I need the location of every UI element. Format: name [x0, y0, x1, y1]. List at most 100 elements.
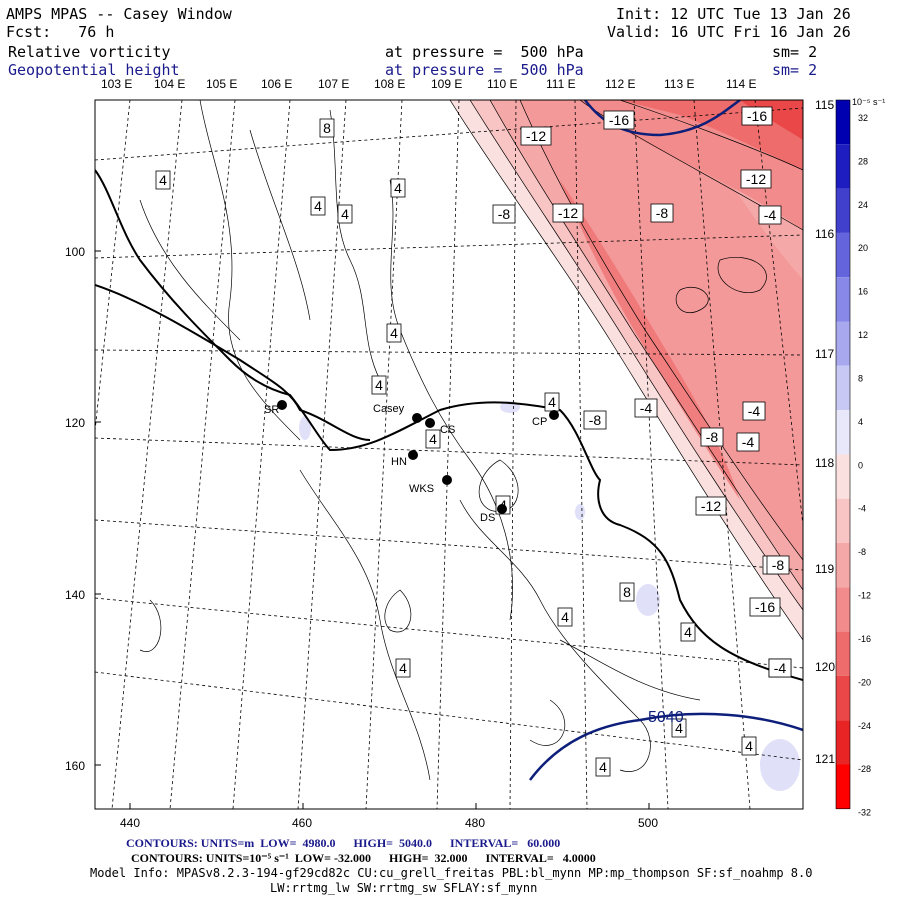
axis-ticks — [95, 250, 650, 809]
contour-label: 4 — [375, 377, 383, 393]
x-tick: 500 — [638, 816, 659, 830]
contour-label-box — [695, 496, 727, 516]
field2-name: Geopotential height — [8, 61, 180, 79]
x-tick: 440 — [120, 816, 141, 830]
contour-label: -12 — [526, 128, 546, 144]
lon-label: 104 E — [154, 77, 186, 91]
contour-label-box — [155, 170, 171, 190]
colorbar-segment — [836, 764, 850, 809]
colorbar-label: -28 — [858, 764, 871, 774]
contour-label: -16 — [747, 108, 767, 124]
lon-label: 105 E — [206, 77, 238, 91]
lon-label-right: 117 E — [815, 347, 846, 361]
contour-label: 4 — [548, 394, 556, 410]
lon-label: 113 E — [664, 77, 695, 91]
lon-label-right: 119 E — [815, 562, 846, 576]
contour-label-box — [768, 658, 792, 678]
lon-label: 110 E — [487, 77, 518, 91]
contour-label: 4 — [675, 720, 683, 736]
field2-smoothing: sm= 2 — [772, 61, 818, 79]
init-time: Init: 12 UTC Tue 13 Jan 26 — [616, 5, 851, 23]
station-marker — [412, 413, 422, 423]
contour-label-box — [371, 375, 387, 395]
colorbar-label: 20 — [858, 243, 868, 253]
contour-label-box — [768, 658, 792, 678]
contour-label: 4 — [745, 738, 753, 754]
contour-label: 4 — [499, 497, 507, 513]
station-label: SR — [264, 404, 279, 416]
colorbar-label: -8 — [858, 547, 866, 557]
contour-label-box — [583, 410, 607, 430]
lon-label: 107 E — [318, 77, 350, 91]
x-tick: 480 — [465, 816, 486, 830]
positive-vorticity-patches — [299, 401, 800, 791]
colorbar-segment — [836, 277, 850, 322]
field1-smoothing: sm= 2 — [772, 43, 818, 61]
stations: SR Casey CS HN WKS DS CP — [264, 400, 559, 524]
colorbar-label: -24 — [858, 721, 871, 731]
contour-label: -8 — [589, 412, 602, 428]
colorbar-label: 0 — [858, 460, 863, 470]
contour-label: -12 — [746, 171, 766, 187]
contour-label-box — [390, 178, 406, 198]
contour-label: 4 — [399, 660, 407, 676]
y-tick: 140 — [65, 588, 86, 602]
field1-name: Relative vorticity — [8, 43, 171, 61]
contour-label-box — [680, 622, 696, 642]
vorticity-contours — [139, 100, 803, 781]
height-contour-info: CONTOURS: UNITS=m LOW= 4980.0 HIGH= 5040… — [126, 836, 561, 850]
contour-label: -4 — [640, 400, 653, 416]
station-label: Casey — [373, 403, 405, 415]
contour-label-box — [650, 203, 674, 223]
contour-label: 4 — [314, 198, 322, 214]
colorbar-label: -4 — [858, 504, 866, 514]
contour-label-box — [740, 169, 772, 189]
lon-label-right: 121 E — [815, 752, 847, 766]
lon-label: 106 E — [261, 77, 293, 91]
contour-label: -16 — [755, 599, 775, 615]
contour-label: 4 — [561, 609, 569, 625]
station-label: DS — [480, 512, 495, 524]
contour-label: 4 — [429, 431, 437, 447]
colorbar-label: 4 — [858, 417, 863, 427]
contour-label-box — [671, 718, 687, 738]
colorbar-label: -20 — [858, 677, 871, 687]
field1-level: at pressure = 500 hPa — [385, 43, 584, 61]
coastline-inner — [95, 284, 371, 441]
colorbar-label: 12 — [858, 330, 868, 340]
contour-label-box — [544, 392, 560, 412]
lat-lon-grid — [95, 100, 803, 809]
contour-label-box — [634, 398, 658, 418]
contour-label-box — [395, 658, 411, 678]
forecast-hour: Fcst: 76 h — [6, 23, 115, 41]
lon-label: 111 E — [546, 77, 576, 91]
contour-label-box — [766, 555, 790, 575]
contour-label-box — [492, 204, 516, 224]
contour-label: 4 — [390, 325, 398, 341]
y-tick: 120 — [65, 416, 86, 430]
contour-label-box — [319, 118, 335, 138]
colorbar-segment — [836, 498, 850, 543]
colorbar-units: 10⁻⁵ s⁻¹ — [852, 97, 885, 107]
lon-label-right: 116 E — [815, 227, 846, 241]
contour-label: -4 — [764, 207, 777, 223]
station-label: WKS — [409, 483, 434, 495]
height-contour-south — [529, 712, 803, 781]
station-marker — [425, 418, 435, 428]
height-contour-north — [584, 100, 741, 137]
contour-label-box — [762, 555, 778, 575]
contour-label-box — [749, 597, 781, 617]
station-marker — [442, 475, 452, 485]
contour-label-box — [595, 757, 611, 777]
lon-label: 114 E — [726, 77, 757, 91]
contour-label-box — [337, 204, 353, 224]
colorbar-segment — [836, 587, 850, 632]
colorbar-label: -32 — [858, 808, 871, 818]
contour-label: -12 — [558, 205, 578, 221]
colorbar-label: 24 — [858, 200, 868, 210]
height-contour-label: 5040 — [648, 709, 684, 726]
colorbar-frame — [835, 99, 851, 810]
colorbar-label: -16 — [858, 634, 871, 644]
model-info-physics: LW:rrtmg_lw SW:rrtmg_sw SFLAY:sf_mynn — [270, 881, 538, 895]
